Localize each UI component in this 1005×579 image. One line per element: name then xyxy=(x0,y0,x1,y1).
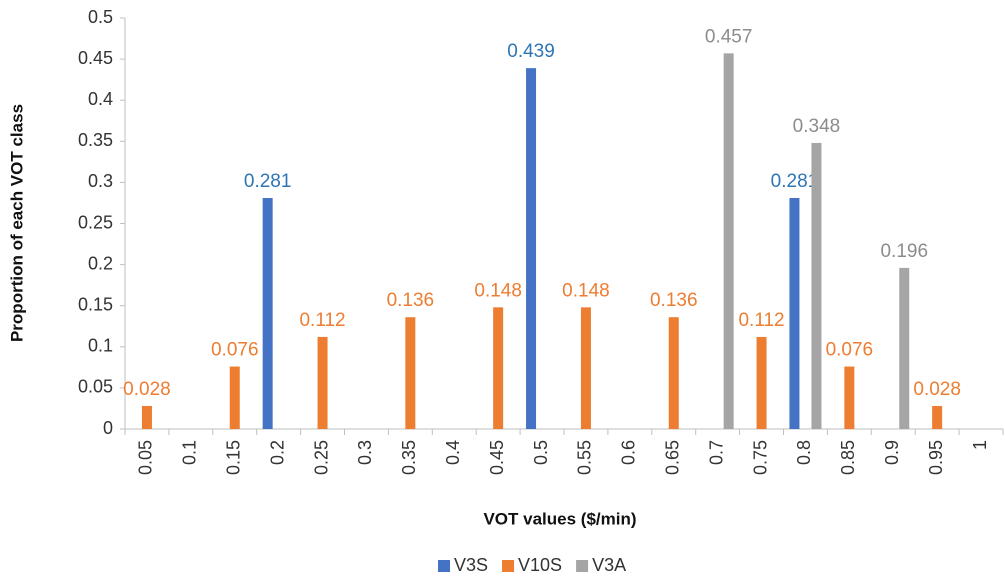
x-tick-label: 0.6 xyxy=(619,440,639,465)
x-tick-label: 0.95 xyxy=(926,440,946,475)
data-label: 0.196 xyxy=(880,241,928,262)
x-tick-label: 0.5 xyxy=(531,440,551,465)
x-tick-label: 0.45 xyxy=(487,440,507,475)
data-label: 0.439 xyxy=(507,41,555,62)
data-label: 0.076 xyxy=(826,340,874,361)
bar xyxy=(405,317,416,429)
y-tick-label: 0.1 xyxy=(88,336,113,356)
bar xyxy=(526,68,537,429)
bar xyxy=(141,405,152,429)
legend-label: V3S xyxy=(454,555,488,575)
x-axis-title: VOT values ($/min) xyxy=(483,509,636,528)
x-tick-label: 0.2 xyxy=(267,440,287,465)
y-axis-title: Proportion of each VOT class xyxy=(7,104,26,342)
x-tick-label: 0.25 xyxy=(311,440,331,475)
bar xyxy=(668,317,679,429)
data-label: 0.028 xyxy=(913,379,961,400)
bar xyxy=(723,53,734,429)
x-tick-label: 0.9 xyxy=(882,440,902,465)
data-label: 0.148 xyxy=(474,280,522,301)
y-tick-label: 0 xyxy=(103,418,113,438)
bar xyxy=(756,336,767,429)
legend-label: V3A xyxy=(592,555,626,575)
x-tick-label: 0.55 xyxy=(575,440,595,475)
x-tick-label: 0.1 xyxy=(180,440,200,465)
x-tick-label: 0.8 xyxy=(794,440,814,465)
x-tick-label: 1 xyxy=(970,440,990,450)
y-tick-label: 0.15 xyxy=(78,294,113,314)
bar xyxy=(932,405,943,429)
legend-swatch xyxy=(576,560,589,572)
x-tick-label: 0.7 xyxy=(706,440,726,465)
x-tick-label: 0.35 xyxy=(399,440,419,475)
data-label: 0.281 xyxy=(771,171,819,192)
y-tick-label: 0.45 xyxy=(78,48,113,68)
legend-label: V10S xyxy=(518,555,562,575)
legend-swatch xyxy=(502,560,515,572)
bar xyxy=(229,366,240,429)
bar xyxy=(899,267,910,429)
bar xyxy=(811,142,822,429)
x-tick-label: 0.65 xyxy=(663,440,683,475)
data-label: 0.136 xyxy=(650,290,698,311)
bar xyxy=(844,366,855,429)
data-label: 0.136 xyxy=(387,290,435,311)
y-tick-label: 0.25 xyxy=(78,212,113,232)
data-label: 0.112 xyxy=(738,310,784,331)
y-tick-label: 0.3 xyxy=(88,171,113,191)
x-tick-label: 0.4 xyxy=(443,440,463,465)
data-label: 0.076 xyxy=(211,340,259,361)
data-label: 0.112 xyxy=(299,310,345,331)
x-tick-label: 0.75 xyxy=(750,440,770,475)
x-tick-label: 0.05 xyxy=(136,440,156,475)
data-label: 0.148 xyxy=(562,280,610,301)
data-label: 0.028 xyxy=(123,379,171,400)
bar xyxy=(262,198,273,429)
y-tick-label: 0.2 xyxy=(88,253,113,273)
x-tick-label: 0.15 xyxy=(224,440,244,475)
y-tick-label: 0.35 xyxy=(78,130,113,150)
data-label: 0.457 xyxy=(705,26,753,47)
data-label: 0.281 xyxy=(244,171,292,192)
data-label: 0.348 xyxy=(793,116,841,137)
y-tick-label: 0.5 xyxy=(88,7,113,27)
bar xyxy=(789,198,800,429)
y-tick-label: 0.05 xyxy=(78,377,113,397)
bar xyxy=(317,336,328,429)
x-tick-label: 0.3 xyxy=(355,440,375,465)
bar xyxy=(493,307,504,429)
y-tick-label: 0.4 xyxy=(88,89,113,109)
legend-swatch xyxy=(438,560,450,572)
bar xyxy=(580,307,591,429)
x-tick-label: 0.85 xyxy=(838,440,858,475)
